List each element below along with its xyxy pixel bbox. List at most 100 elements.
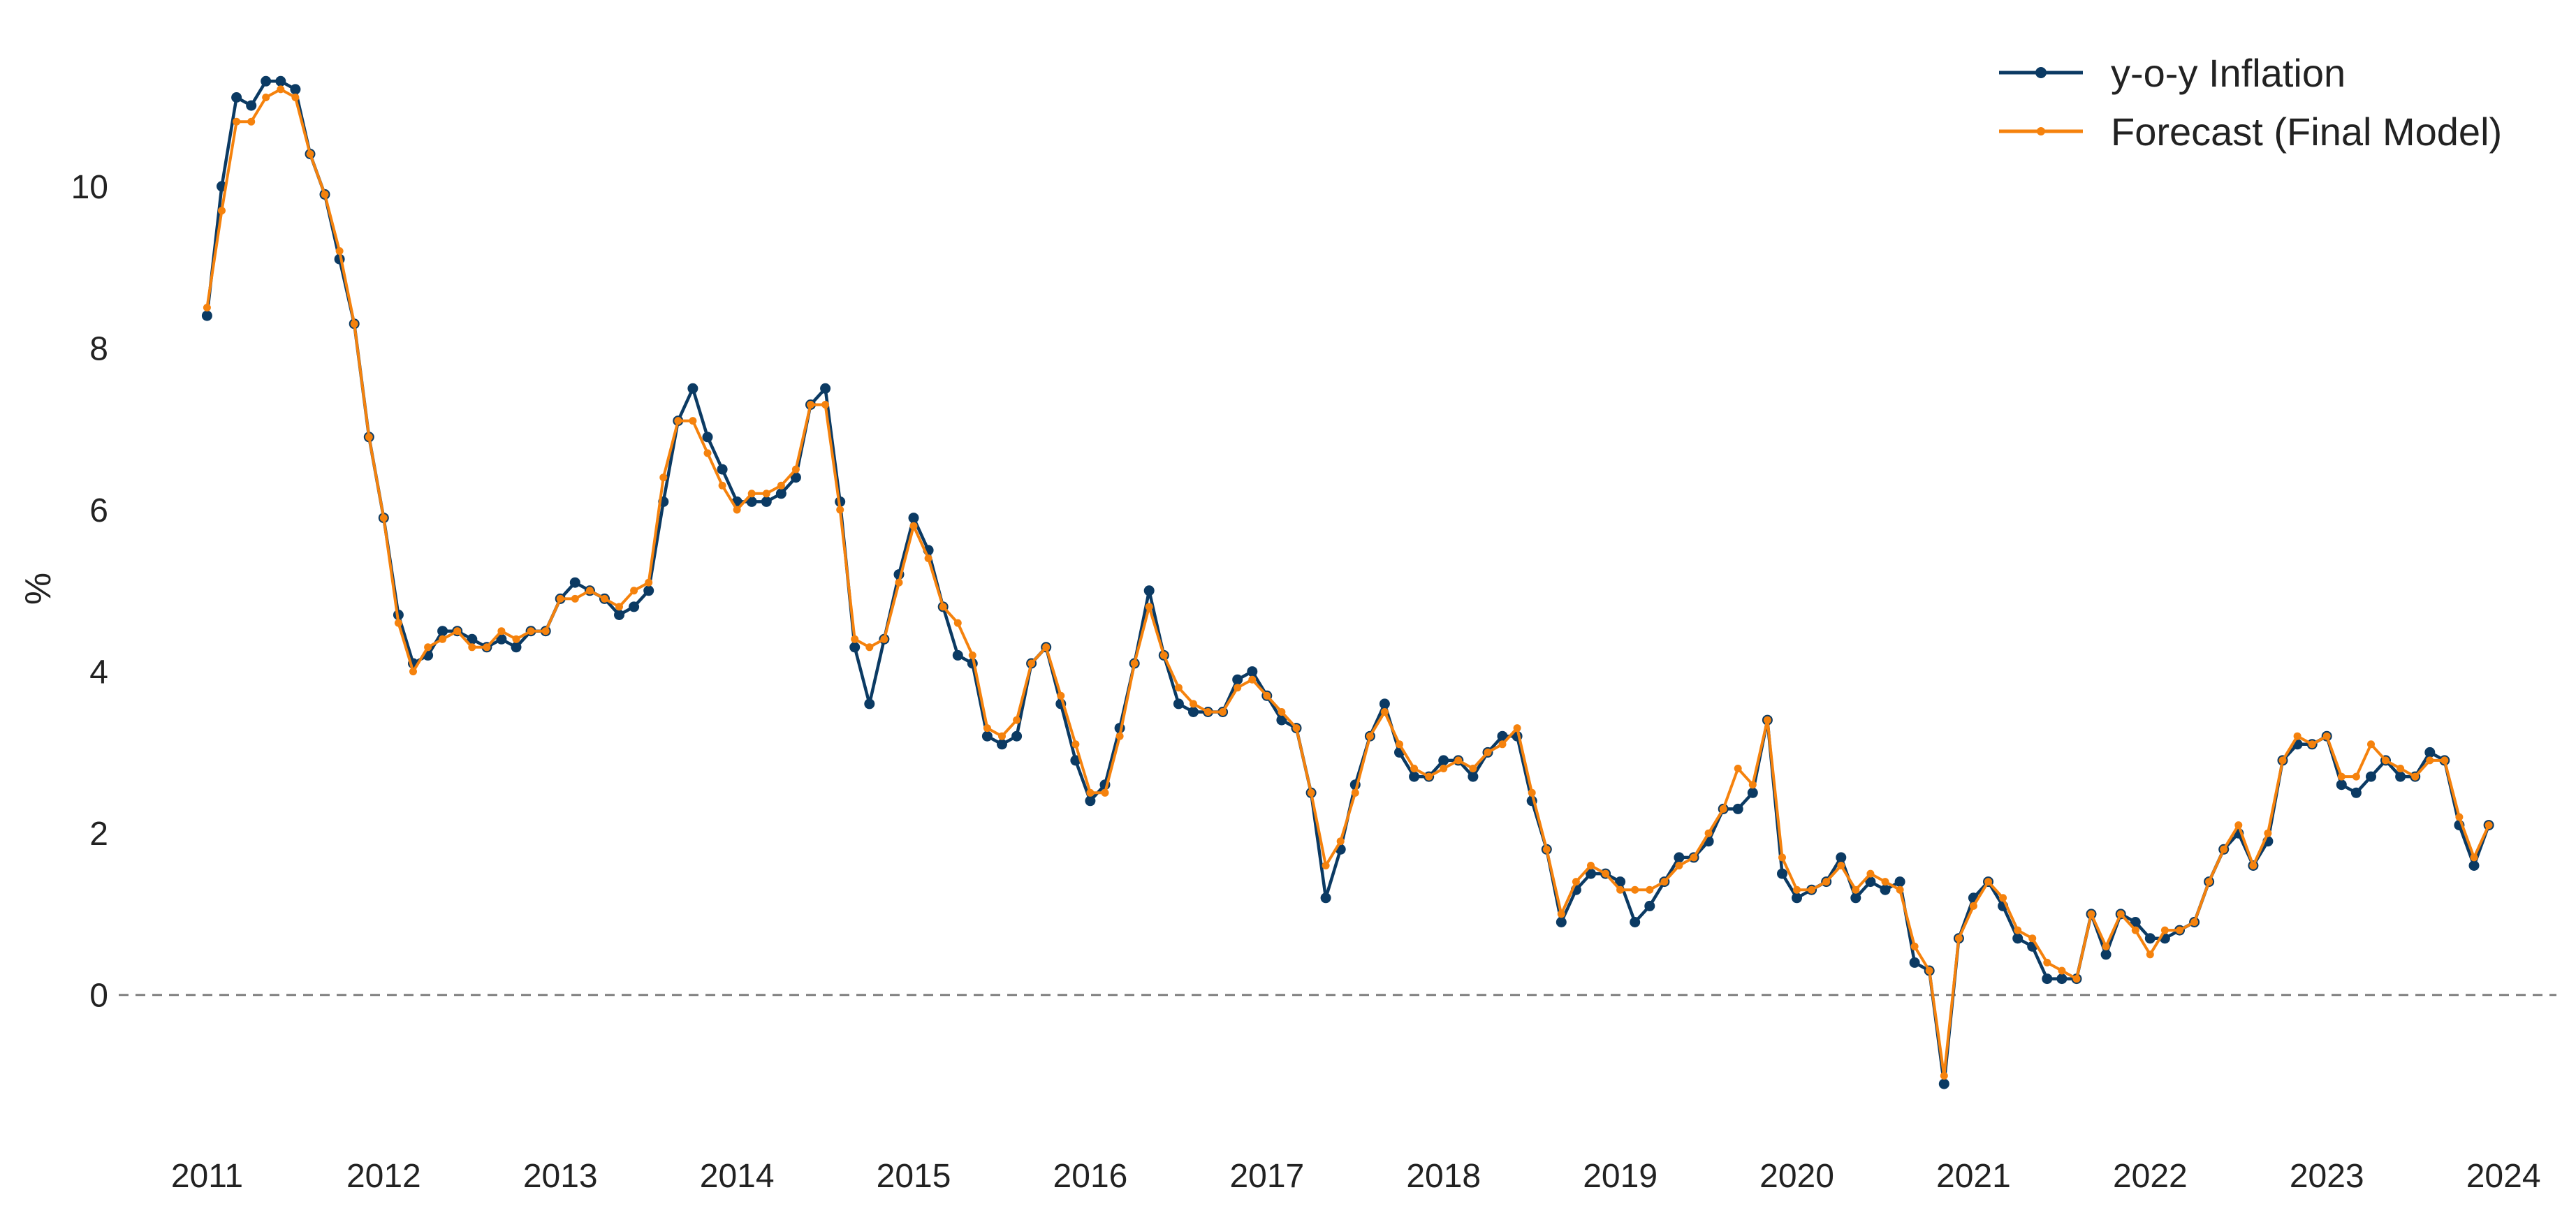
forecast-point	[865, 643, 874, 652]
forecast-point	[983, 724, 991, 733]
forecast-point	[2220, 845, 2228, 853]
forecast-point	[1190, 700, 1197, 708]
inflation-point	[2468, 860, 2480, 871]
inflation-point	[997, 739, 1007, 750]
forecast-point	[2131, 926, 2139, 934]
forecast-point	[1440, 765, 1448, 772]
forecast-point	[1542, 845, 1551, 853]
inflation-point	[1747, 787, 1758, 798]
forecast-point	[306, 150, 314, 158]
forecast-point	[527, 627, 535, 635]
forecast-point	[1498, 740, 1507, 749]
forecast-point	[1469, 765, 1477, 772]
inflation-point	[1143, 585, 1155, 596]
y-tick-label: 8	[89, 330, 108, 367]
forecast-point	[1159, 651, 1168, 659]
forecast-point	[541, 627, 550, 635]
inflation-point	[437, 626, 448, 637]
forecast-point	[909, 522, 918, 530]
x-tick-label: 2019	[1583, 1158, 1657, 1195]
x-tick-label: 2024	[2466, 1158, 2541, 1195]
forecast-point	[1263, 691, 1271, 700]
forecast-point	[1115, 732, 1124, 740]
forecast-point	[1234, 684, 1242, 692]
inflation-point	[2424, 747, 2436, 758]
forecast-point	[483, 643, 491, 652]
forecast-point	[1248, 675, 1257, 684]
forecast-point	[968, 651, 976, 659]
forecast-point	[1910, 942, 1919, 950]
inflation-point	[1173, 698, 1184, 710]
forecast-point	[291, 94, 300, 101]
forecast-point	[1410, 765, 1419, 772]
forecast-point	[2455, 813, 2464, 821]
forecast-point	[1734, 765, 1742, 772]
x-tick-label: 2022	[2113, 1158, 2188, 1195]
forecast-point	[1513, 724, 1521, 733]
forecast-point	[1366, 732, 1374, 740]
inflation-point	[2350, 787, 2362, 798]
forecast-point	[1690, 853, 1698, 862]
forecast-point	[1763, 716, 1771, 724]
forecast-point	[424, 643, 432, 652]
x-tick-label: 2015	[877, 1158, 951, 1195]
inflation-point	[790, 472, 801, 483]
inflation-point	[1379, 698, 1390, 710]
inflation-point	[687, 383, 698, 394]
forecast-point	[777, 481, 785, 490]
forecast-point	[1322, 862, 1330, 869]
forecast-point	[1557, 910, 1565, 918]
forecast-point	[1999, 894, 2007, 902]
inflation-point	[1468, 771, 1479, 782]
forecast-point	[807, 401, 814, 409]
forecast-point	[615, 603, 623, 611]
forecast-point	[924, 554, 932, 562]
forecast-point	[1631, 885, 1639, 894]
forecast-point	[689, 417, 697, 425]
inflation-point	[849, 642, 861, 653]
series-layer	[201, 75, 2494, 1089]
forecast-point	[659, 473, 668, 482]
inflation-point	[1836, 852, 1847, 863]
forecast-point	[1042, 643, 1051, 652]
legend: y-o-y Inflation Forecast (Final Model)	[1999, 51, 2502, 154]
forecast-point	[1174, 684, 1183, 692]
forecast-point	[2028, 934, 2037, 943]
inflation-point	[702, 432, 713, 443]
inflation-point	[1070, 755, 1081, 766]
forecast-point	[1793, 885, 1801, 894]
inflation-point	[2130, 917, 2141, 927]
x-tick-label: 2017	[1229, 1158, 1304, 1195]
inflation-point	[569, 577, 580, 588]
inflation-point	[908, 513, 919, 524]
forecast-point	[1528, 788, 1536, 797]
forecast-point	[1852, 885, 1860, 894]
inflation-point	[2366, 771, 2376, 782]
inflation-point	[1011, 730, 1023, 742]
inflation-point	[820, 383, 831, 394]
inflation-point	[2056, 973, 2068, 985]
forecast-point	[2043, 958, 2051, 966]
legend-marker-inflation	[2035, 67, 2047, 78]
forecast-point	[674, 417, 682, 425]
forecast-point	[2367, 740, 2375, 749]
forecast-point	[1822, 878, 1831, 886]
forecast-point	[2352, 772, 2360, 781]
forecast-point	[1086, 788, 1095, 797]
forecast-point	[1396, 740, 1403, 749]
forecast-point	[2337, 772, 2346, 781]
inflation-point	[275, 75, 286, 87]
inflation-point	[246, 100, 257, 111]
forecast-point	[1572, 878, 1580, 886]
inflation-point	[1409, 771, 1420, 782]
forecast-point	[321, 190, 329, 198]
inflation-point	[1909, 957, 1920, 968]
inflation-point	[1938, 1078, 1949, 1089]
y-tick-label: 10	[71, 169, 108, 206]
inflation-point	[1232, 674, 1243, 685]
forecast-point	[2278, 756, 2287, 765]
forecast-point	[2396, 765, 2405, 772]
inflation-point	[746, 496, 757, 507]
inflation-point	[1438, 755, 1449, 766]
forecast-point	[1866, 869, 1875, 878]
